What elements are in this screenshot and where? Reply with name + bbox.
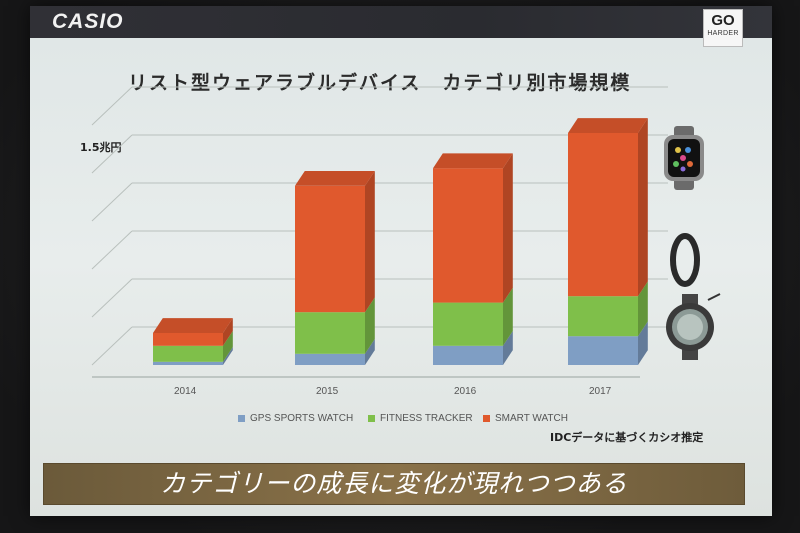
grid-depth-line [91, 86, 133, 126]
bar-side-face [503, 330, 513, 365]
grid-depth-line [91, 326, 133, 366]
bar-side-face [503, 153, 513, 303]
bar-top-face [153, 318, 233, 333]
casio-logo: CASIO [52, 10, 124, 33]
bar-front-face [153, 361, 223, 365]
grid-depth-line [91, 182, 133, 222]
legend-swatch-smart [483, 414, 490, 422]
grid-depth-line [91, 278, 133, 318]
smartwatch-icon [664, 126, 704, 190]
bar-segment-fitness-tracker [433, 287, 513, 346]
fitness-band-icon [670, 233, 700, 287]
x-tick-label: 2017 [589, 386, 612, 397]
bar-side-face [365, 338, 375, 365]
bar-side-face [223, 318, 233, 346]
bar-segment-gps-sports-watch [153, 346, 233, 365]
bar-front-face [295, 312, 365, 354]
bar-front-face [153, 333, 223, 346]
bar-front-face [433, 345, 503, 365]
bar-segment-smart-watch [433, 153, 513, 303]
legend-swatch-fitness [368, 414, 375, 422]
bar-front-face [295, 185, 365, 313]
bar-segment-smart-watch [568, 118, 648, 297]
legend-item-fitness: FITNESS TRACKER [368, 413, 473, 424]
bar-segment-gps-sports-watch [295, 338, 375, 365]
bar-segment-gps-sports-watch [433, 330, 513, 365]
bar-segment-fitness-tracker [153, 330, 233, 362]
slide [30, 6, 772, 516]
bar-top-face [433, 153, 513, 169]
bar-front-face [433, 302, 503, 346]
bar-segment-fitness-tracker [568, 281, 648, 337]
slide-header-band [30, 6, 772, 38]
y-unit-label: 1.5兆円 [80, 141, 122, 154]
caption-text: カテゴリーの成長に変化が現れつつある [160, 469, 628, 498]
source-note: IDCデータに基づくカシオ推定 [550, 431, 704, 444]
bar-side-face [223, 346, 233, 365]
x-tick-label: 2014 [174, 386, 197, 397]
x-tick-label: 2015 [316, 386, 339, 397]
bar-front-face [568, 296, 638, 337]
bar-front-face [295, 353, 365, 365]
legend-swatch-gps [238, 414, 245, 422]
bar-side-face [638, 321, 648, 365]
bar-front-face [568, 133, 638, 297]
legend-label-smart: SMART WATCH [495, 413, 568, 424]
legend-item-gps: GPS SPORTS WATCH [238, 413, 353, 424]
bar-side-face [365, 170, 375, 313]
caption-banner: カテゴリーの成長に変化が現れつつある [43, 463, 745, 505]
grid-depth-line [91, 230, 133, 270]
bar-segment-fitness-tracker [295, 297, 375, 354]
bar-side-face [638, 118, 648, 297]
go-harder-badge: GO HARDER [703, 9, 743, 47]
bar-front-face [153, 345, 223, 362]
bar-side-face [638, 281, 648, 337]
grid-depth-line [91, 134, 133, 174]
badge-top-text: GO [711, 12, 735, 29]
bar-side-face [365, 297, 375, 354]
badge-bottom-text: HARDER [707, 30, 739, 37]
bar-front-face [568, 336, 638, 365]
x-axis-labels: 2014 2015 2016 2017 [174, 386, 612, 397]
bar-segment-smart-watch [295, 170, 375, 313]
bar-side-face [503, 287, 513, 346]
chart-bars [153, 118, 648, 365]
bar-top-face [295, 170, 375, 186]
legend-item-smart: SMART WATCH [483, 413, 568, 424]
x-tick-label: 2016 [454, 386, 477, 397]
gps-watch-icon [666, 293, 721, 360]
legend-label-gps: GPS SPORTS WATCH [250, 413, 354, 424]
bar-segment-gps-sports-watch [568, 321, 648, 365]
bar-side-face [223, 330, 233, 362]
bar-segment-smart-watch [153, 318, 233, 346]
chart-title: リスト型ウェアラブルデバイス カテゴリ別市場規模 [128, 72, 632, 94]
bar-front-face [433, 168, 503, 303]
legend-label-fitness: FITNESS TRACKER [380, 413, 473, 424]
bar-top-face [568, 118, 648, 133]
